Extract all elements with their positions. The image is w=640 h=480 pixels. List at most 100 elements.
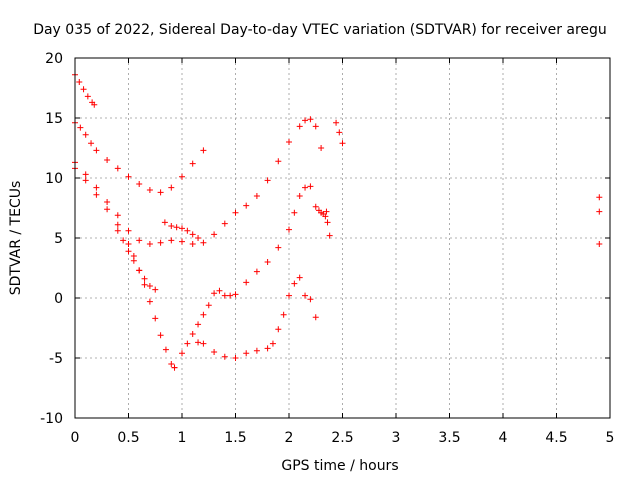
data-point (189, 331, 196, 337)
data-point (275, 326, 282, 333)
data-point (93, 184, 100, 191)
data-point (80, 86, 87, 93)
data-point (318, 145, 325, 151)
x-tick-label: 3.5 (438, 430, 460, 446)
grid (75, 58, 610, 418)
data-point (326, 232, 333, 239)
data-point (286, 226, 292, 233)
series-track-d-upper-late (333, 119, 346, 147)
data-point (179, 225, 185, 232)
series-track-g-lower (171, 183, 330, 371)
data-point (120, 237, 127, 244)
data-points (72, 71, 603, 371)
data-point (216, 287, 223, 294)
data-point (315, 207, 322, 214)
data-point (88, 140, 95, 147)
data-point (82, 171, 89, 178)
data-point (339, 140, 346, 147)
data-point (114, 165, 121, 172)
data-point (184, 340, 191, 347)
x-tick-label: 3 (392, 430, 401, 446)
data-point (253, 268, 260, 275)
data-point (114, 221, 121, 228)
data-point (130, 257, 137, 264)
data-point (157, 189, 164, 196)
data-point (91, 101, 98, 108)
data-point (184, 227, 191, 234)
data-point (211, 231, 218, 238)
data-point (146, 187, 153, 193)
series-track-c-middle (72, 116, 325, 247)
data-point (179, 173, 185, 180)
y-tick-label: 5 (54, 231, 63, 247)
data-point (280, 311, 287, 318)
data-point (77, 124, 84, 131)
series-track-k-isolated (596, 194, 603, 247)
data-point (104, 199, 111, 205)
data-point (162, 346, 169, 353)
data-point (296, 274, 303, 281)
data-point (232, 355, 239, 361)
data-point (286, 292, 292, 299)
data-point (200, 340, 207, 347)
x-axis-label: GPS time / hours (281, 458, 398, 474)
data-point (243, 279, 250, 286)
data-point (243, 350, 250, 357)
y-tick-label: 20 (45, 51, 63, 67)
data-point (253, 193, 260, 199)
x-tick-label: 2 (285, 430, 294, 446)
data-point (307, 116, 314, 123)
data-point (93, 147, 100, 154)
data-point (195, 235, 202, 241)
y-tick-label: -10 (40, 411, 63, 427)
data-point (157, 239, 164, 246)
x-tick-label: 0.5 (117, 430, 139, 446)
data-point (104, 206, 111, 213)
data-point (125, 173, 132, 180)
data-point (189, 241, 196, 247)
data-point (291, 280, 298, 287)
plot-frame (74, 57, 611, 419)
series-track-b-upper (72, 119, 207, 196)
data-point (82, 131, 89, 138)
data-point (157, 332, 164, 339)
data-point (264, 177, 271, 184)
data-point (136, 237, 143, 244)
y-tick-label: 15 (45, 111, 63, 127)
axis-ticks: 0 0.5 1 1.5 2 2.5 3 3.5 4 4.5 5 -10 -5 0 5 10 15 20 (40, 51, 614, 446)
data-point (141, 275, 148, 282)
data-point (307, 183, 314, 190)
data-point (152, 286, 159, 293)
data-point (291, 209, 298, 216)
data-point (171, 364, 178, 371)
data-point (168, 223, 175, 229)
data-point (141, 281, 148, 288)
data-point (76, 79, 83, 85)
data-point (275, 244, 282, 251)
x-tick-label: 0 (71, 430, 80, 446)
data-point (146, 298, 153, 305)
series-track-a-start (72, 71, 98, 108)
data-point (211, 290, 218, 297)
data-point (189, 231, 196, 238)
data-point (232, 291, 239, 298)
data-point (114, 212, 121, 219)
series-track-h-bottom (195, 274, 319, 361)
y-tick-label: 0 (54, 291, 63, 307)
data-point (200, 147, 207, 154)
data-point (195, 339, 202, 346)
x-tick-label: 5 (606, 430, 615, 446)
data-point (596, 194, 603, 201)
data-point (302, 117, 309, 124)
data-point (296, 193, 303, 199)
data-point (82, 177, 89, 184)
data-point (269, 340, 276, 347)
data-point (596, 208, 603, 215)
data-point (93, 191, 100, 198)
data-point (205, 302, 212, 309)
data-point (333, 119, 340, 126)
data-point (302, 292, 309, 299)
chart-title: Day 035 of 2022, Sidereal Day-to-day VTE… (33, 22, 607, 38)
data-point (189, 160, 196, 167)
